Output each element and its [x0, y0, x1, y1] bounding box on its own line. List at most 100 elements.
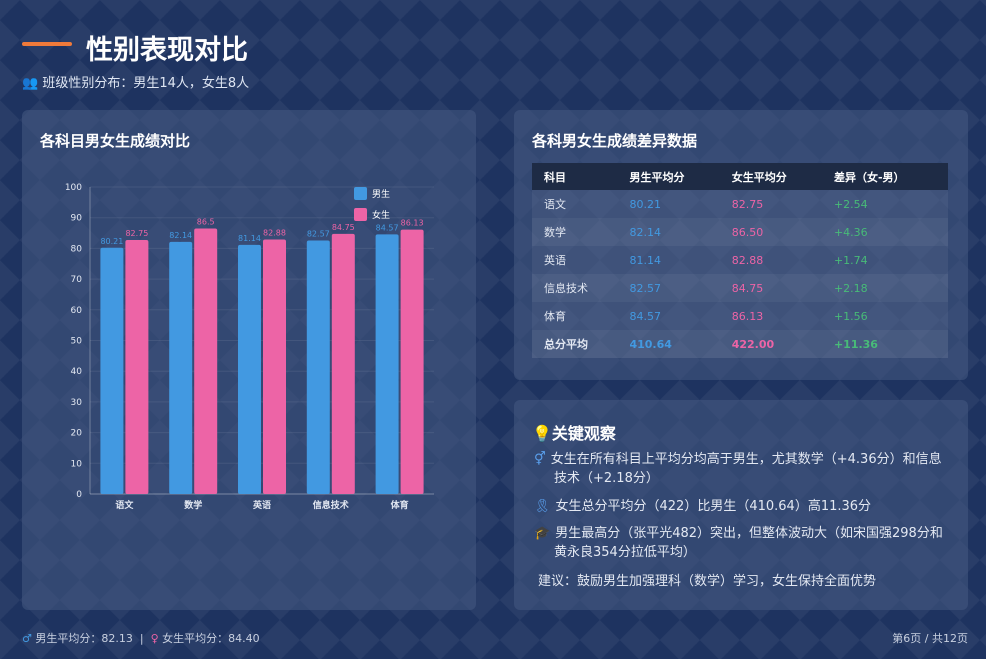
table-cell: 英语 — [532, 246, 618, 274]
chart-title: 各科目男女生成绩对比 — [40, 132, 191, 150]
col-header: 科目 — [532, 163, 618, 190]
y-tick-label: 50 — [71, 337, 83, 347]
bar-male — [238, 244, 261, 494]
table-panel: 各科男女生成绩差异数据 科目 男生平均分 女生平均分 差异（女-男） 语文 80.… — [514, 110, 968, 380]
table-row: 数学 82.14 86.50 +4.36 — [532, 218, 948, 246]
data-label: 80.21 — [100, 237, 123, 246]
table-cell: 体育 — [532, 302, 618, 330]
data-label: 82.57 — [307, 230, 330, 239]
data-label: 82.88 — [263, 229, 286, 238]
male-avg: 男生平均分：82.13 — [35, 632, 133, 645]
table-title: 各科男女生成绩差异数据 — [532, 132, 698, 150]
table-cell: 81.14 — [617, 246, 720, 274]
table-row: 语文 80.21 82.75 +2.54 — [532, 190, 948, 218]
table-cell: 86.50 — [719, 218, 822, 246]
x-tick-label: 英语 — [252, 499, 271, 511]
bar-male — [306, 240, 330, 494]
legend-swatch — [354, 187, 367, 200]
table-cell: +2.54 — [821, 190, 948, 218]
chart-panel: 各科目男女生成绩对比 0 10 20 30 40 50 60 70 80 90 100 80.21 82… — [22, 110, 476, 610]
table-cell: 数学 — [532, 218, 618, 246]
bar-female — [331, 233, 355, 494]
y-tick-label: 90 — [71, 214, 83, 224]
x-tick-label: 数学 — [184, 499, 202, 511]
table-cell: +1.74 — [821, 246, 948, 274]
y-tick-label: 70 — [71, 275, 83, 285]
table-cell: 80.21 — [617, 190, 720, 218]
page-indicator: 第6页 / 共12页 — [892, 632, 968, 645]
bar-male — [375, 234, 399, 494]
data-label: 84.75 — [332, 223, 355, 232]
suggestion: 建议：鼓励男生加强理科（数学）学习，女生保持全面优势 — [538, 574, 877, 589]
title-accent — [22, 42, 72, 46]
y-tick-label: 80 — [71, 244, 83, 254]
y-tick-label: 20 — [71, 429, 83, 439]
table-cell: +4.36 — [821, 218, 948, 246]
table-row: 英语 81.14 82.88 +1.74 — [532, 246, 948, 274]
x-tick-label: 语文 — [115, 499, 134, 511]
table-row: 体育 84.57 86.13 +1.56 — [532, 302, 948, 330]
insight-text: 男生最高分（张平光482）突出，但整体波动大（如宋国强298分和黄永良354分拉… — [554, 526, 943, 560]
data-label: 86.5 — [197, 217, 215, 226]
male-icon: ♂ — [22, 632, 32, 645]
female-avg: 女生平均分：84.40 — [162, 632, 260, 645]
graduate-icon: 🎓 — [534, 526, 551, 541]
separator: | — [139, 632, 144, 645]
table-row: 总分平均 410.64 422.00 +11.36 — [532, 330, 948, 358]
table-cell: 语文 — [532, 190, 618, 218]
gender-icon: ⚥ — [534, 452, 546, 467]
col-header: 女生平均分 — [719, 163, 822, 190]
subtitle-text: 班级性别分布：男生14人，女生8人 — [42, 76, 250, 91]
insight-item: 🎗 女生总分平均分（422）比男生（410.64）高11.36分 — [534, 497, 871, 516]
table-cell: +11.36 — [821, 330, 948, 358]
y-tick-label: 40 — [71, 367, 83, 377]
insight-item: 🎓 男生最高分（张平光482）突出，但整体波动大（如宋国强298分和黄永良354分… — [534, 524, 954, 562]
table-row: 信息技术 82.57 84.75 +2.18 — [532, 274, 948, 302]
insights-panel: 💡关键观察 ⚥ 女生在所有科目上平均分均高于男生，尤其数学（+4.36分）和信息技… — [514, 400, 968, 610]
bar-female — [125, 239, 149, 494]
subtitle: 👥 班级性别分布：男生14人，女生8人 — [22, 72, 249, 91]
table-cell: 82.57 — [617, 274, 720, 302]
data-label: 86.13 — [401, 219, 424, 228]
data-label: 82.14 — [169, 231, 192, 240]
table-cell: 信息技术 — [532, 274, 618, 302]
y-tick-label: 30 — [71, 398, 83, 408]
legend-swatch — [354, 208, 367, 221]
insights-heading: 💡关键观察 — [532, 420, 616, 444]
table-cell: +2.18 — [821, 274, 948, 302]
page-title: 性别表现对比 — [86, 35, 248, 66]
insight-text: 女生在所有科目上平均分均高于男生，尤其数学（+4.36分）和信息技术（+2.18… — [550, 452, 942, 486]
y-tick-label: 0 — [76, 490, 82, 500]
table-cell: 86.13 — [719, 302, 822, 330]
x-tick-label: 信息技术 — [313, 499, 349, 511]
bar-male — [169, 241, 193, 494]
x-tick-label: 体育 — [391, 499, 409, 511]
table-cell: 82.14 — [617, 218, 720, 246]
bar-male — [100, 247, 124, 494]
award-icon: 🎗 — [534, 499, 551, 514]
data-label: 82.75 — [125, 229, 148, 238]
users-icon: 👥 — [22, 76, 39, 91]
table-cell: +1.56 — [821, 302, 948, 330]
legend-label: 男生 — [372, 188, 390, 200]
y-tick-label: 100 — [65, 183, 82, 193]
table-cell: 410.64 — [617, 330, 720, 358]
y-tick-label: 60 — [71, 306, 83, 316]
table-cell: 总分平均 — [532, 330, 618, 358]
col-header: 男生平均分 — [617, 163, 720, 190]
legend-label: 女生 — [372, 209, 390, 221]
table-cell: 82.75 — [719, 190, 822, 218]
y-tick-label: 10 — [71, 459, 83, 469]
table-cell: 422.00 — [719, 330, 822, 358]
col-header: 差异（女-男） — [821, 163, 948, 190]
bar-female — [400, 229, 424, 494]
data-label: 81.14 — [238, 234, 261, 243]
bar-female — [194, 228, 218, 494]
table-cell: 84.75 — [719, 274, 822, 302]
table-cell: 84.57 — [617, 302, 720, 330]
female-icon: ♀ — [150, 632, 159, 645]
footer-stats: ♂ 男生平均分：82.13 | ♀ 女生平均分：84.40 — [22, 630, 260, 646]
table-cell: 82.88 — [719, 246, 822, 274]
lightbulb-icon: 💡 — [532, 424, 552, 443]
